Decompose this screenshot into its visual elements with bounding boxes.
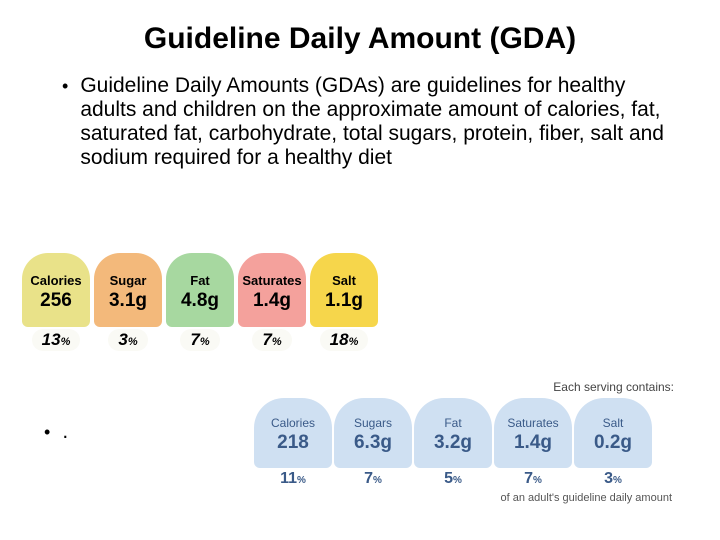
bullet-icon: • — [44, 420, 50, 444]
gda-nutrient-value: 218 — [277, 432, 309, 454]
gda-nutrient-percent: 18% — [320, 329, 369, 351]
gda-nutrient-percent: 5% — [414, 470, 492, 488]
gda-nutrient-percent: 11% — [254, 470, 332, 488]
gda-footnote: of an adult's guideline daily amount — [254, 492, 684, 504]
list-item: • . — [44, 420, 68, 444]
gda-nutrient-value: 3.2g — [434, 432, 472, 454]
gda-nutrient-tab: Sugar 3.1g — [94, 253, 162, 327]
gda-nutrient-percent: 3% — [574, 470, 652, 488]
gda-nutrient-tab: Fat 4.8g — [166, 253, 234, 327]
gda-nutrient-percent: 7% — [494, 470, 572, 488]
gda-nutrient-tab: Saturates 1.4g — [238, 253, 306, 327]
gda-nutrient-label: Calories — [271, 416, 315, 430]
page-title: Guideline Daily Amount (GDA) — [0, 0, 720, 74]
gda-nutrient-label: Sugars — [354, 416, 392, 430]
gda-nutrient-label: Sugar — [110, 273, 147, 288]
gda-nutrient-value: 1.4g — [253, 290, 291, 312]
gda-nutrient-column: Sugar 3.1g 3% — [94, 253, 162, 351]
bullet-icon: • — [62, 74, 68, 98]
gda-nutrient-column: Calories 256 13% — [22, 253, 90, 351]
gda-nutrient-percent: 7% — [252, 329, 291, 351]
list-item: • Guideline Daily Amounts (GDAs) are gui… — [62, 74, 678, 171]
gda-nutrient-percent: 13% — [32, 329, 81, 351]
gda-nutrient-value: 1.1g — [325, 290, 363, 312]
gda-nutrient-value: 3.1g — [109, 290, 147, 312]
gda-nutrient-tab: Salt 0.2g — [574, 398, 652, 468]
bullet-text-1: Guideline Daily Amounts (GDAs) are guide… — [80, 74, 678, 171]
gda-nutrient-column: Fat 4.8g 7% — [166, 253, 234, 351]
gda-nutrient-tab: Calories 218 — [254, 398, 332, 468]
gda-label-set-blue: Each serving contains: Calories 218 Sugars… — [254, 380, 684, 504]
gda-nutrient-tab: Fat 3.2g — [414, 398, 492, 468]
gda-nutrient-label: Salt — [603, 416, 624, 430]
bullet-list: • Guideline Daily Amounts (GDAs) are gui… — [0, 74, 720, 171]
gda-nutrient-percent: 7% — [180, 329, 219, 351]
gda-nutrient-tab: Saturates 1.4g — [494, 398, 572, 468]
gda-nutrient-value: 6.3g — [354, 432, 392, 454]
gda-nutrient-value: 0.2g — [594, 432, 632, 454]
gda-nutrient-label: Salt — [332, 273, 356, 288]
gda-nutrient-label: Calories — [30, 273, 81, 288]
gda-nutrient-percent: 7% — [334, 470, 412, 488]
gda-nutrient-label: Fat — [190, 273, 210, 288]
gda-label-set-colored: Calories25613%Sugar3.1g3%Fat4.8g7%Satura… — [22, 253, 378, 351]
gda-nutrient-tab: Calories 256 — [22, 253, 90, 327]
gda-nutrient-value: 4.8g — [181, 290, 219, 312]
bullet-text-2: . — [62, 420, 68, 444]
gda-nutrient-column: Salt 1.1g 18% — [310, 253, 378, 351]
gda-nutrient-column: Saturates 1.4g 7% — [238, 253, 306, 351]
gda-nutrient-label: Fat — [444, 416, 461, 430]
gda-nutrient-percent: 3% — [108, 329, 147, 351]
gda-nutrient-label: Saturates — [507, 416, 558, 430]
gda-nutrient-label: Saturates — [242, 273, 301, 288]
gda-nutrient-value: 256 — [40, 290, 72, 312]
gda-nutrient-tab: Sugars 6.3g — [334, 398, 412, 468]
gda-nutrient-tab: Salt 1.1g — [310, 253, 378, 327]
gda-nutrient-value: 1.4g — [514, 432, 552, 454]
serving-heading: Each serving contains: — [254, 380, 684, 394]
